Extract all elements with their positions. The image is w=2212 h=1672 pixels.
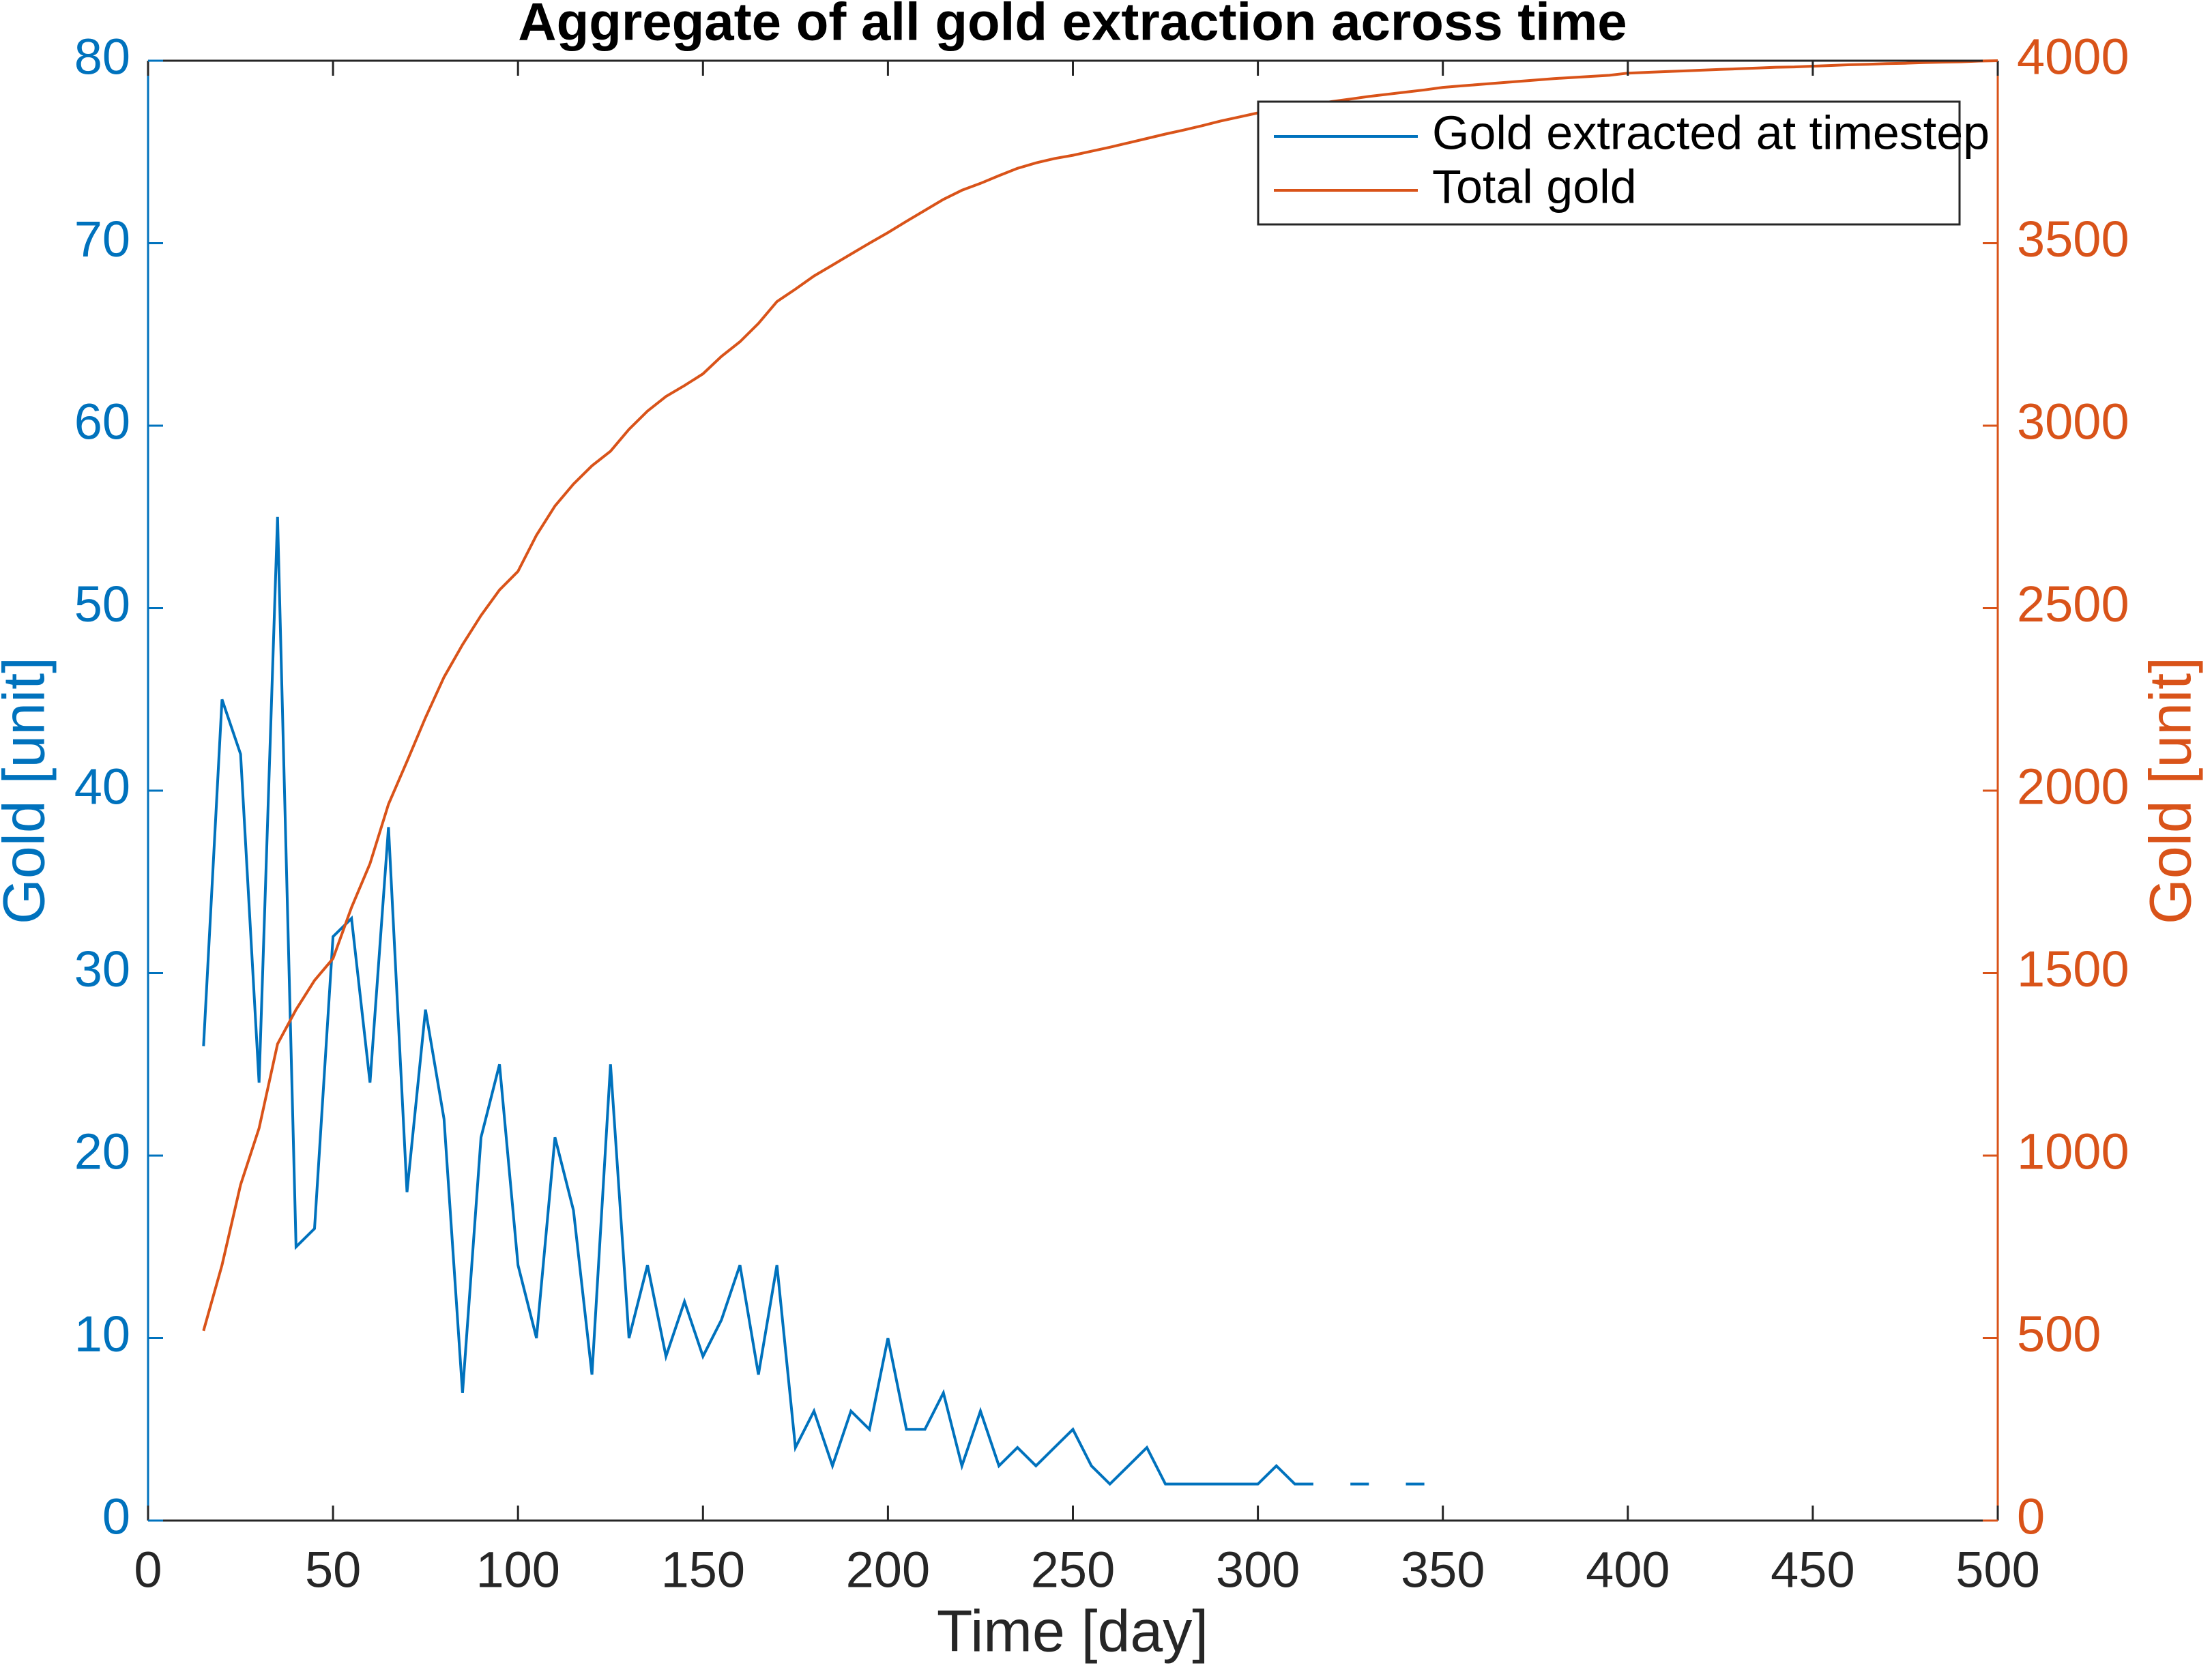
legend-label: Gold extracted at timestep	[1432, 106, 1990, 159]
x-tick-label: 500	[1955, 1542, 2039, 1598]
legend-label: Total gold	[1432, 160, 1637, 213]
x-tick-label: 250	[1031, 1542, 1115, 1598]
x-tick-label: 150	[661, 1542, 745, 1598]
y-tick-label: 50	[74, 576, 130, 632]
x-tick-label: 0	[134, 1542, 162, 1598]
y2-tick-label: 0	[2017, 1488, 2045, 1545]
legend-box	[1257, 100, 1961, 226]
y-tick-label: 30	[74, 941, 130, 997]
y-axis-label: Gold [unit]	[0, 657, 57, 924]
chart-title: Aggregate of all gold extraction across …	[518, 0, 1627, 52]
x-axis-label: Time [day]	[937, 1599, 1208, 1664]
x-tick-label: 350	[1401, 1542, 1485, 1598]
y-tick-label: 40	[74, 759, 130, 815]
x-tick-label: 50	[305, 1542, 361, 1598]
y2-tick-label: 2000	[2017, 759, 2129, 815]
data-line	[202, 516, 1313, 1486]
y2-tick-label: 4000	[2017, 29, 2129, 85]
y2-tick-label: 3500	[2017, 211, 2129, 267]
y2-axis-label: Gold [unit]	[2138, 657, 2204, 924]
x-tick-label: 450	[1771, 1542, 1854, 1598]
y2-tick-label: 1500	[2017, 941, 2129, 997]
y-tick-label: 0	[102, 1488, 130, 1545]
y2-tick-label: 2500	[2017, 576, 2129, 632]
y-tick-label: 70	[74, 211, 130, 267]
x-tick-label: 100	[476, 1542, 559, 1598]
data-line	[202, 59, 1998, 1332]
y2-tick-label: 1000	[2017, 1124, 2129, 1180]
y2-tick-label: 500	[2017, 1306, 2101, 1362]
y2-tick-label: 3000	[2017, 394, 2129, 450]
y-tick-label: 80	[74, 29, 130, 85]
y-tick-label: 20	[74, 1124, 130, 1180]
x-tick-label: 200	[846, 1542, 930, 1598]
y-tick-label: 10	[74, 1306, 130, 1362]
x-tick-label: 300	[1216, 1542, 1300, 1598]
x-tick-label: 400	[1586, 1542, 1670, 1598]
y-tick-label: 60	[74, 394, 130, 450]
